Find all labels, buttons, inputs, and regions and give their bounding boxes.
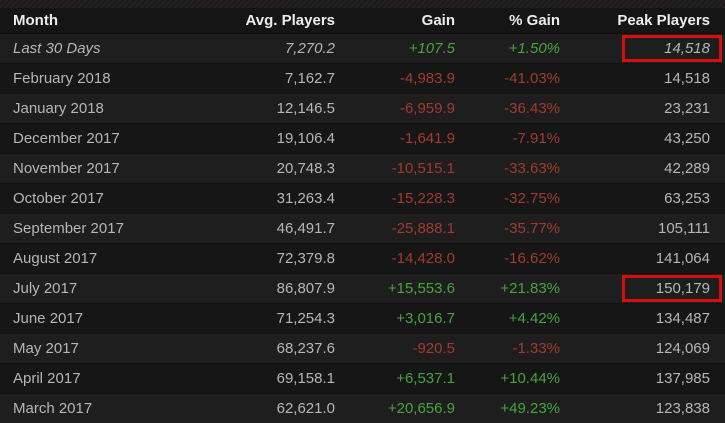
gain-pct-cell: +49.23% [455, 394, 560, 423]
gain-pct-cell: +4.42% [455, 304, 560, 334]
player-stats-table: Month Avg. Players Gain % Gain Peak Play… [0, 8, 725, 423]
gain-cell: +20,656.9 [335, 394, 455, 423]
avg-players-cell: 62,621.0 [210, 394, 335, 423]
peak-players-cell: 134,487 [560, 304, 725, 334]
gain-cell: +3,016.7 [335, 304, 455, 334]
gain-cell: +6,537.1 [335, 364, 455, 394]
month-cell: May 2017 [0, 334, 210, 364]
gain-cell: +107.5 [335, 34, 455, 64]
table-row: July 2017 86,807.9 +15,553.6 +21.83% 150… [0, 274, 725, 304]
table-row: Last 30 Days 7,270.2 +107.5 +1.50% 14,51… [0, 34, 725, 64]
month-cell: Last 30 Days [0, 34, 210, 64]
peak-players-cell: 141,064 [560, 244, 725, 274]
peak-players-cell: 137,985 [560, 364, 725, 394]
table-row: May 2017 68,237.6 -920.5 -1.33% 124,069 [0, 334, 725, 364]
peak-players-cell: 105,111 [560, 214, 725, 244]
peak-players-cell: 43,250 [560, 124, 725, 154]
gain-pct-cell: -41.03% [455, 64, 560, 94]
gain-pct-cell: -16.62% [455, 244, 560, 274]
month-cell: June 2017 [0, 304, 210, 334]
gain-pct-cell: +1.50% [455, 34, 560, 64]
column-header-gain: Gain [335, 8, 455, 34]
month-cell: March 2017 [0, 394, 210, 423]
peak-players-cell: 23,231 [560, 94, 725, 124]
peak-players-cell: 150,179 [560, 274, 725, 304]
avg-players-cell: 69,158.1 [210, 364, 335, 394]
month-cell: October 2017 [0, 184, 210, 214]
gain-cell: -14,428.0 [335, 244, 455, 274]
peak-players-cell: 14,518 [560, 64, 725, 94]
column-header-pct-gain: % Gain [455, 8, 560, 34]
column-header-avg-players: Avg. Players [210, 8, 335, 34]
gain-cell: -10,515.1 [335, 154, 455, 184]
month-cell: August 2017 [0, 244, 210, 274]
month-cell: April 2017 [0, 364, 210, 394]
gain-cell: -920.5 [335, 334, 455, 364]
gain-cell: -25,888.1 [335, 214, 455, 244]
avg-players-cell: 31,263.4 [210, 184, 335, 214]
table-row: November 2017 20,748.3 -10,515.1 -33.63%… [0, 154, 725, 184]
peak-players-cell: 123,838 [560, 394, 725, 423]
month-cell: September 2017 [0, 214, 210, 244]
avg-players-cell: 72,379.8 [210, 244, 335, 274]
gain-pct-cell: -32.75% [455, 184, 560, 214]
table-row: January 2018 12,146.5 -6,959.9 -36.43% 2… [0, 94, 725, 124]
gain-pct-cell: -1.33% [455, 334, 560, 364]
gain-pct-cell: +21.83% [455, 274, 560, 304]
avg-players-cell: 12,146.5 [210, 94, 335, 124]
table-row: December 2017 19,106.4 -1,641.9 -7.91% 4… [0, 124, 725, 154]
peak-players-cell: 124,069 [560, 334, 725, 364]
month-cell: December 2017 [0, 124, 210, 154]
gain-pct-cell: +10.44% [455, 364, 560, 394]
avg-players-cell: 86,807.9 [210, 274, 335, 304]
month-cell: February 2018 [0, 64, 210, 94]
gain-pct-cell: -7.91% [455, 124, 560, 154]
gain-pct-cell: -33.63% [455, 154, 560, 184]
table-row: August 2017 72,379.8 -14,428.0 -16.62% 1… [0, 244, 725, 274]
table-header-row: Month Avg. Players Gain % Gain Peak Play… [0, 8, 725, 34]
avg-players-cell: 19,106.4 [210, 124, 335, 154]
peak-players-cell: 42,289 [560, 154, 725, 184]
gain-pct-cell: -35.77% [455, 214, 560, 244]
gain-cell: +15,553.6 [335, 274, 455, 304]
table-row: April 2017 69,158.1 +6,537.1 +10.44% 137… [0, 364, 725, 394]
peak-players-cell: 14,518 [560, 34, 725, 64]
gain-cell: -15,228.3 [335, 184, 455, 214]
table-row: February 2018 7,162.7 -4,983.9 -41.03% 1… [0, 64, 725, 94]
gain-pct-cell: -36.43% [455, 94, 560, 124]
avg-players-cell: 46,491.7 [210, 214, 335, 244]
table-row: October 2017 31,263.4 -15,228.3 -32.75% … [0, 184, 725, 214]
peak-players-cell: 63,253 [560, 184, 725, 214]
avg-players-cell: 7,270.2 [210, 34, 335, 64]
peak-highlight-box: 150,179 [622, 275, 722, 302]
month-cell: January 2018 [0, 94, 210, 124]
table-row: September 2017 46,491.7 -25,888.1 -35.77… [0, 214, 725, 244]
gain-cell: -4,983.9 [335, 64, 455, 94]
avg-players-cell: 68,237.6 [210, 334, 335, 364]
column-header-peak-players: Peak Players [560, 8, 725, 34]
avg-players-cell: 20,748.3 [210, 154, 335, 184]
column-header-month: Month [0, 8, 210, 34]
gain-cell: -1,641.9 [335, 124, 455, 154]
avg-players-cell: 7,162.7 [210, 64, 335, 94]
table-row: June 2017 71,254.3 +3,016.7 +4.42% 134,4… [0, 304, 725, 334]
gain-cell: -6,959.9 [335, 94, 455, 124]
month-cell: November 2017 [0, 154, 210, 184]
month-cell: July 2017 [0, 274, 210, 304]
peak-highlight-box: 14,518 [622, 35, 722, 62]
avg-players-cell: 71,254.3 [210, 304, 335, 334]
table-row: March 2017 62,621.0 +20,656.9 +49.23% 12… [0, 394, 725, 423]
